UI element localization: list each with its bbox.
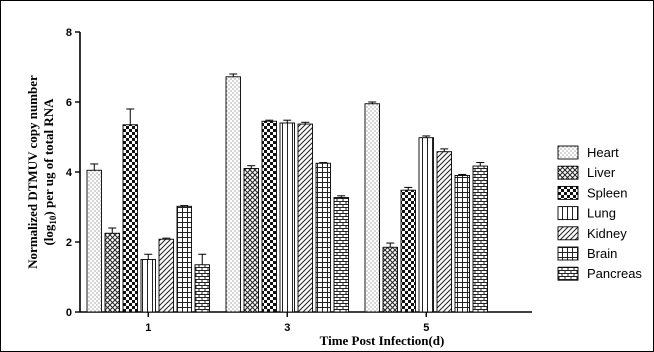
legend-swatch-pancreas <box>557 266 579 281</box>
bar-pancreas-day-5 <box>472 165 488 313</box>
legend-label-heart: Heart <box>587 145 619 160</box>
legend-label-kidney: Kidney <box>587 226 627 241</box>
bar-liver-day-3 <box>243 168 259 313</box>
bar-lung-day-1 <box>140 259 156 313</box>
bar-pancreas-day-1 <box>194 264 210 313</box>
bar-series-group <box>86 73 488 313</box>
bar-kidney-day-3 <box>297 123 313 313</box>
x-axis-title: Time Post Infection(d) <box>320 333 445 348</box>
y-axis-title-line1: Normalized DTMUV copy number <box>25 75 40 269</box>
legend-label-spleen: Spleen <box>587 185 627 200</box>
bar-brain-day-5 <box>454 175 470 313</box>
y-axis-title: Normalized DTMUV copy number (log10) per… <box>25 75 58 269</box>
legend-label-lung: Lung <box>587 206 616 221</box>
bar-kidney-day-1 <box>158 238 174 313</box>
legend-label-brain: Brain <box>587 246 617 261</box>
legend-swatch-spleen <box>557 185 579 200</box>
x-tick-label: 3 <box>284 322 290 334</box>
bar-spleen-day-3 <box>261 120 277 313</box>
bar-liver-day-5 <box>382 246 398 313</box>
bar-heart-day-3 <box>225 76 241 313</box>
legend-label-pancreas: Pancreas <box>587 266 642 281</box>
legend-swatch-brain <box>557 246 579 261</box>
y-tick-label: 8 <box>66 27 72 39</box>
bar-spleen-day-5 <box>400 189 416 313</box>
bar-pancreas-day-3 <box>333 197 349 313</box>
y-tick-label: 0 <box>66 307 72 319</box>
bar-spleen-day-1 <box>122 124 138 313</box>
x-axis-ticks: 1 3 5 <box>145 312 429 334</box>
legend-swatch-heart <box>557 145 579 160</box>
bar-liver-day-1 <box>104 232 120 313</box>
bar-heart-day-5 <box>364 103 380 313</box>
legend-label-liver: Liver <box>587 165 616 180</box>
x-tick-label: 1 <box>145 322 151 334</box>
y-axis-title-subscript: 10 <box>48 215 58 225</box>
legend-swatch-lung <box>557 206 579 221</box>
y-axis-title-line2: (log10) per ug of total RNA <box>41 98 58 246</box>
y-tick-label: 2 <box>66 237 72 249</box>
bar-kidney-day-5 <box>436 151 452 313</box>
bar-heart-day-1 <box>86 169 102 313</box>
bar-brain-day-3 <box>315 162 331 313</box>
y-tick-label: 6 <box>66 97 72 109</box>
legend-swatch-liver <box>557 165 579 180</box>
y-axis-title-prefix: (log <box>41 224 56 245</box>
y-tick-label: 4 <box>66 167 73 179</box>
bar-lung-day-3 <box>279 122 295 313</box>
bar-lung-day-5 <box>418 137 434 313</box>
legend-swatch-kidney <box>557 226 579 241</box>
y-axis-ticks: 0 2 4 6 8 <box>66 27 80 319</box>
y-axis-title-suffix: ) per ug of total RNA <box>41 98 56 216</box>
bar-brain-day-1 <box>176 205 192 313</box>
x-tick-label: 5 <box>423 322 429 334</box>
chart-legend: Heart Liver Spleen Lung Kidney Brain Pancreas <box>557 145 642 281</box>
